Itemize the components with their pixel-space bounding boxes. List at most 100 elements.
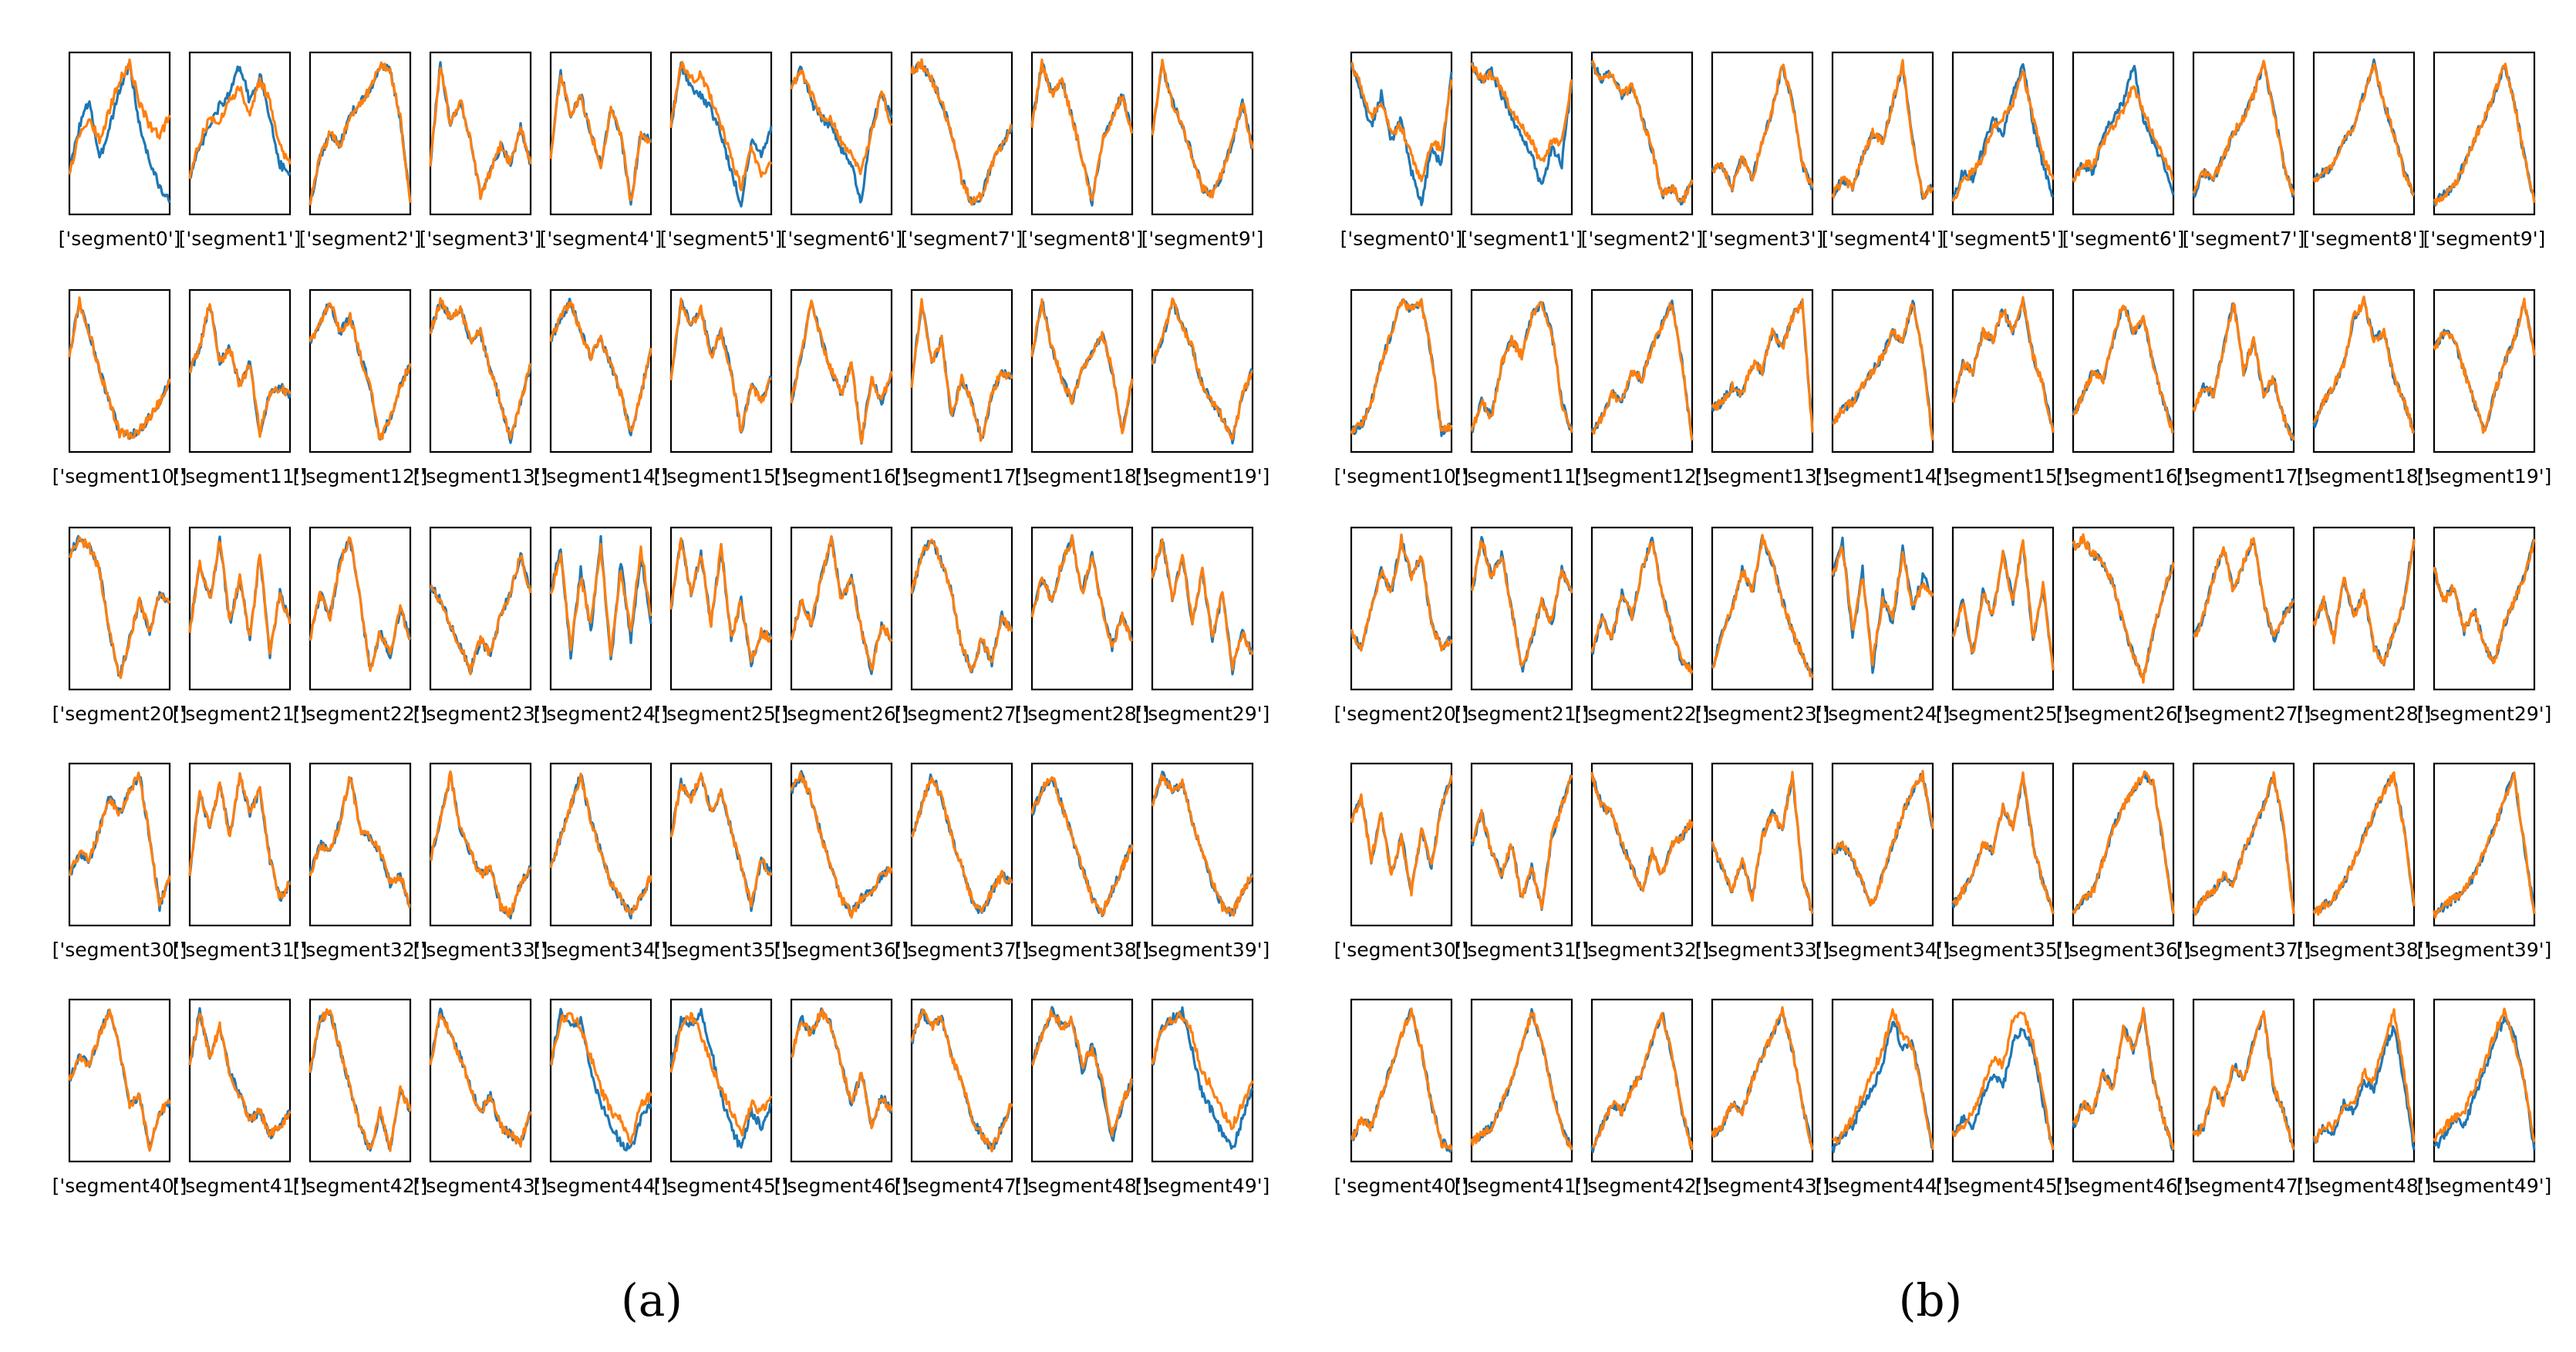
subplot-caption: ['segment25'] [1936,703,2071,725]
subplot-segment43: ['segment43'] [413,998,548,1197]
subplot-caption: ['segment31'] [173,939,308,961]
series-reconstruction-line [2433,538,2536,665]
subplot-caption: ['segment11'] [1455,465,1590,487]
series-reconstruction-line [1151,297,1253,440]
series-reconstruction-line [68,536,171,679]
subplot-frame [549,762,652,927]
subplot-frame [429,526,532,691]
subplot-segment10: ['segment10'] [52,288,187,487]
subplot-caption: ['segment42'] [1575,1175,1710,1197]
subplot-frame [68,526,171,691]
series-reconstruction-line [1951,539,2055,671]
series-reconstruction-line [2193,537,2295,638]
series-reconstruction-line [1350,774,1453,897]
series-reconstruction-line [1151,774,1254,917]
subplot-caption: ['segment26'] [2056,703,2191,725]
subplot-frame [68,288,171,453]
subplot-frame [549,51,652,216]
subplot-frame [1590,526,1694,691]
subplot-segment24: ['segment24'] [1816,526,1951,725]
subplot-caption: ['segment41'] [173,1175,308,1197]
subplot-caption: ['segment39'] [1135,939,1270,961]
subplot-caption: ['segment48'] [1015,1175,1150,1197]
series-reconstruction-line [2312,62,2415,197]
subplot-caption: ['segment43'] [1695,1175,1830,1197]
subplot-caption: ['segment0'] [1340,228,1463,250]
subplot-frame [1151,526,1254,691]
series-reconstruction-line [2312,1008,2416,1144]
subplot-frame [1711,762,1814,927]
subplot-caption: ['segment24'] [1816,703,1951,725]
subplot-caption: ['segment6'] [2062,228,2185,250]
subplot-caption: ['segment13'] [413,465,548,487]
subplot-caption: ['segment17'] [895,465,1030,487]
subplot-segment5: ['segment5'] [1942,51,2064,250]
subplot-frame [1350,526,1453,691]
subplot-frame [2072,762,2175,927]
subplot-caption: ['segment8'] [2303,228,2426,250]
subplot-segment40: ['segment40'] [52,998,187,1197]
subplot-caption: ['segment25'] [654,703,789,725]
series-reconstruction-line [669,1012,773,1137]
subplot-frame [1350,288,1453,453]
series-reconstruction-line [1831,545,1934,666]
subplot-frame [1030,762,1134,927]
subplot-segment1: ['segment1'] [179,51,301,250]
series-original-line [669,61,773,208]
series-reconstruction-line [68,1008,171,1152]
subplot-caption: ['segment23'] [413,703,548,725]
subplot-caption: ['segment17'] [2176,465,2311,487]
subplot-caption: ['segment36'] [2056,939,2191,961]
subplot-segment17: ['segment17'] [2176,288,2311,487]
subplot-segment3: ['segment3'] [1701,51,1823,250]
subplot-caption: ['segment37'] [2176,939,2311,961]
subplot-caption: ['segment40'] [52,1175,187,1197]
subplot-frame [2312,526,2416,691]
subplot-segment15: ['segment15'] [1936,288,2071,487]
subplot-frame [2433,526,2536,691]
series-reconstruction-line [2072,85,2174,183]
series-reconstruction-line [2433,771,2536,919]
subplot-segment32: ['segment32'] [293,762,427,961]
series-reconstruction-line [1470,540,1573,668]
subplot-caption: ['segment41'] [1455,1175,1590,1197]
subplot-segment35: ['segment35'] [1936,762,2070,961]
subplot-caption: ['segment4'] [1822,228,1944,250]
subplot-segment38: ['segment38'] [2297,762,2431,961]
series-reconstruction-line [1470,301,1573,433]
series-reconstruction-line [1711,534,1814,679]
subplot-frame [1951,762,2055,927]
series-reconstruction-line [2072,533,2175,684]
subplot-caption: ['segment35'] [654,939,789,961]
subplot-segment37: ['segment37'] [2176,762,2311,961]
subplot-segment14: ['segment14'] [1816,288,1950,487]
subplot-caption: ['segment10'] [52,465,187,487]
subplot-segment43: ['segment43'] [1695,998,1830,1197]
series-reconstruction-line [1711,1006,1814,1151]
series-reconstruction-line [309,536,411,673]
subplot-segment47: ['segment47'] [895,998,1029,1197]
subplot-segment5: ['segment5'] [660,51,782,250]
series-reconstruction-line [910,298,1013,442]
subplot-frame [910,526,1013,691]
series-reconstruction-line [188,1013,292,1138]
subplot-caption: ['segment49'] [1135,1175,1270,1197]
subplot-caption: ['segment10'] [1334,465,1469,487]
subplot-segment6: ['segment6'] [2062,51,2185,250]
series-reconstruction-line [1711,63,1814,192]
subplot-segment44: ['segment44'] [1816,998,1950,1197]
series-reconstruction-line [1832,302,1934,441]
subplot-segment9: ['segment9'] [2423,51,2545,250]
subplot-segment38: ['segment38'] [1015,762,1149,961]
series-original-line [790,66,893,204]
subplot-caption: ['segment15'] [1936,465,2071,487]
series-reconstruction-line [910,58,1013,206]
subplot-segment21: ['segment21'] [173,526,307,725]
series-reconstruction-line [2072,770,2175,915]
panel-b: ['segment0']['segment1']['segment2']['se… [1334,51,2551,1197]
subplot-frame [188,762,292,927]
series-reconstruction-line [1951,771,2055,915]
series-reconstruction-line [68,58,171,175]
series-reconstruction-line [550,1011,652,1145]
